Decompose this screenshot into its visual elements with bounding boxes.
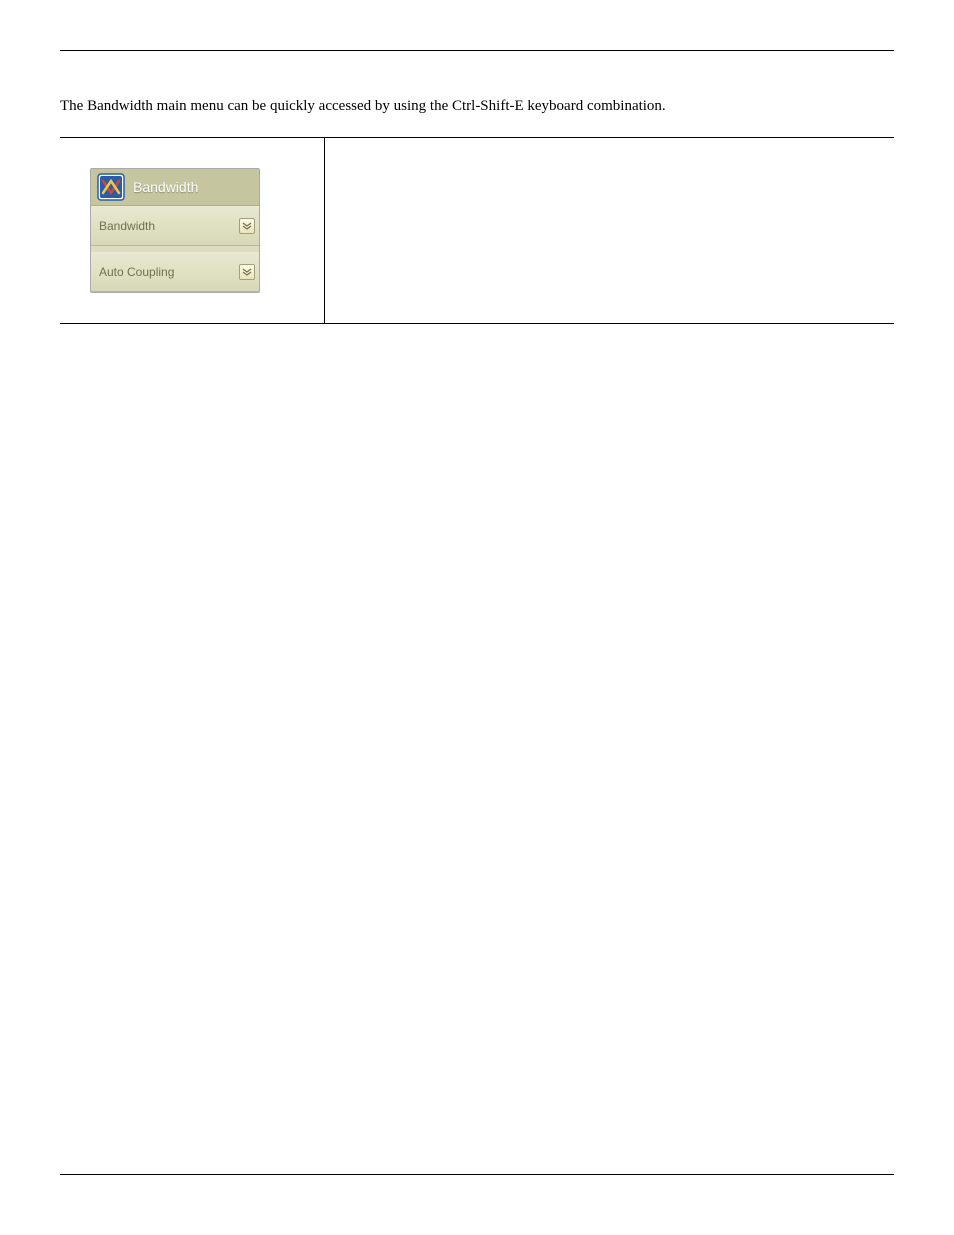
bottom-horizontal-rule: [60, 1174, 894, 1175]
menu-item-label: Auto Coupling: [99, 265, 174, 279]
menu-header-title: Bandwidth: [133, 179, 198, 195]
menu-item-label: Bandwidth: [99, 219, 155, 233]
bandwidth-icon: [97, 173, 125, 201]
bandwidth-menu-panel: Bandwidth Bandwidth Auto Coupling: [90, 168, 260, 293]
menu-item-auto-coupling[interactable]: Auto Coupling: [91, 252, 259, 292]
description-column: [325, 138, 894, 323]
menu-header: Bandwidth: [91, 169, 259, 206]
menu-item-bandwidth[interactable]: Bandwidth: [91, 206, 259, 246]
content-row: Bandwidth Bandwidth Auto Coupling: [60, 137, 894, 324]
intro-paragraph: The Bandwidth main menu can be quickly a…: [60, 96, 894, 117]
chevron-down-icon[interactable]: [239, 218, 255, 234]
top-horizontal-rule: [60, 50, 894, 51]
menu-screenshot-column: Bandwidth Bandwidth Auto Coupling: [60, 138, 325, 323]
chevron-down-icon[interactable]: [239, 264, 255, 280]
